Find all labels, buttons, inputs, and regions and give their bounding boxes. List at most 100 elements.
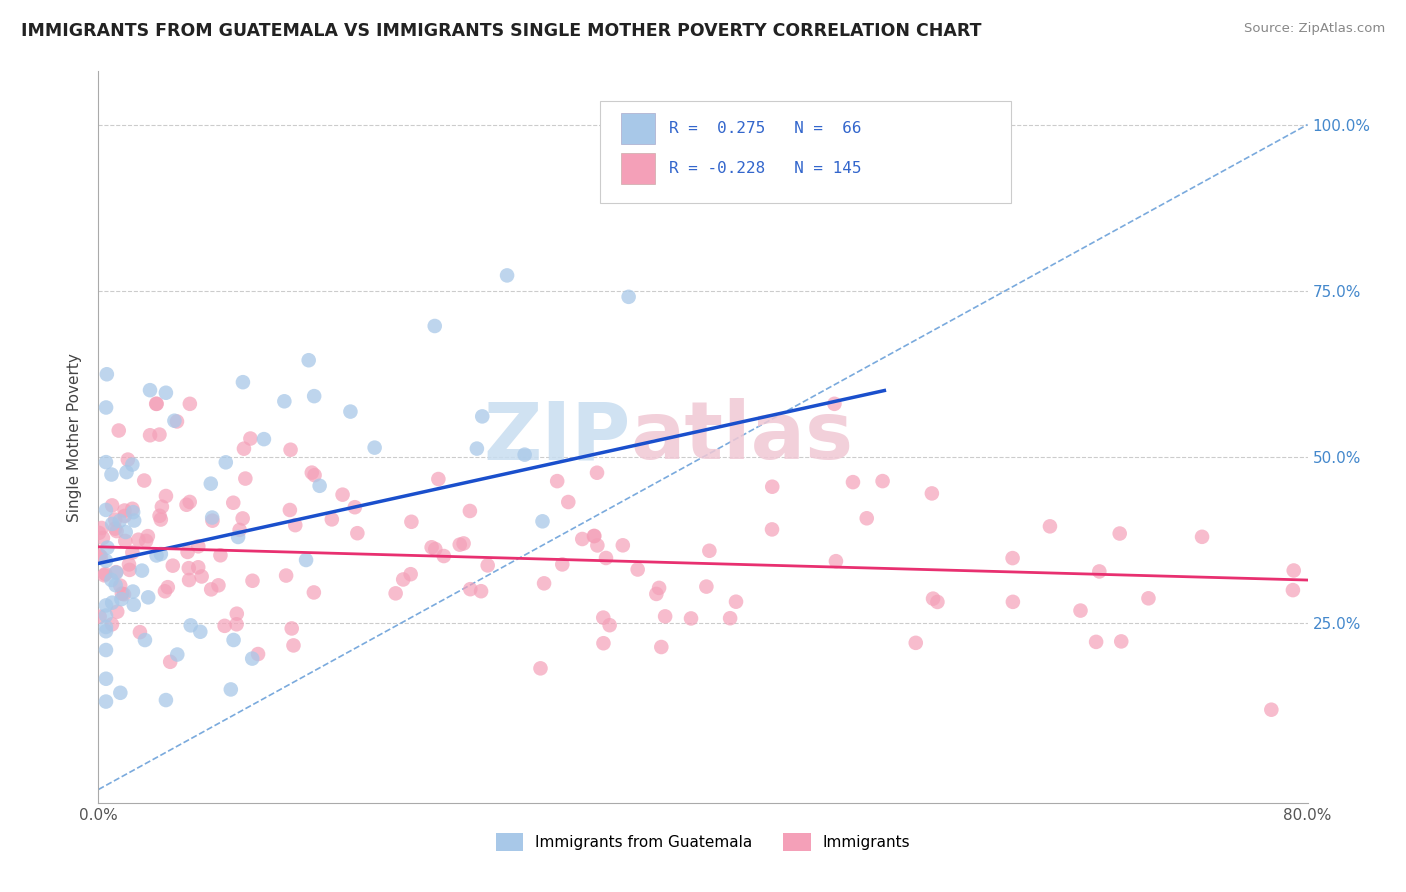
Point (104, 513, 127, 527)
Point (105, 566, 128, 580)
Point (855, 511, 877, 525)
Point (648, 581, 671, 595)
Point (200, 476, 222, 491)
Point (101, 499, 124, 513)
Point (332, 488, 354, 502)
Point (122, 505, 145, 519)
Point (533, 576, 555, 591)
Point (107, 424, 129, 438)
Point (222, 496, 245, 510)
Point (155, 489, 177, 503)
Point (904, 636, 927, 650)
Point (122, 584, 145, 599)
Point (823, 397, 845, 411)
Point (94, 608, 117, 623)
Point (384, 586, 406, 600)
Point (156, 580, 179, 594)
Point (599, 618, 621, 632)
Point (122, 514, 145, 528)
Text: R =  0.275   N =  66: R = 0.275 N = 66 (669, 121, 862, 136)
Point (226, 530, 249, 544)
Point (100, 467, 122, 482)
Point (179, 397, 201, 411)
Point (187, 539, 209, 553)
Point (94, 599, 117, 613)
Point (453, 536, 475, 550)
Point (101, 516, 124, 531)
Point (278, 503, 301, 517)
Point (1109, 634, 1132, 648)
Point (115, 465, 138, 479)
Point (586, 538, 609, 552)
Point (695, 580, 717, 594)
Point (242, 574, 264, 588)
Point (830, 137, 852, 152)
Point (233, 442, 256, 456)
Point (121, 501, 143, 516)
Point (91, 531, 114, 545)
Point (922, 591, 945, 606)
Point (273, 394, 295, 409)
Point (872, 474, 894, 488)
Point (110, 686, 132, 700)
Point (121, 458, 143, 472)
Point (612, 538, 634, 552)
Point (214, 619, 236, 633)
Point (219, 682, 242, 697)
Bar (621, 153, 655, 184)
Point (155, 385, 177, 400)
Point (1085, 635, 1108, 649)
Point (159, 655, 181, 669)
Point (94, 624, 117, 639)
Point (1001, 595, 1024, 609)
Text: ZIP: ZIP (484, 398, 630, 476)
Point (179, 495, 201, 509)
Point (699, 543, 721, 558)
Bar (621, 113, 655, 144)
Text: R = -0.228   N = 145: R = -0.228 N = 145 (669, 161, 862, 176)
Point (201, 510, 224, 524)
Point (209, 549, 232, 563)
Point (105, 565, 128, 579)
Point (145, 397, 167, 411)
Point (111, 587, 134, 601)
Point (627, 562, 650, 576)
Point (346, 526, 368, 541)
Point (1282, 564, 1305, 578)
Point (283, 639, 305, 653)
Point (136, 591, 159, 605)
Point (301, 466, 323, 480)
Point (94, 401, 117, 415)
Point (496, 268, 519, 283)
Point (247, 647, 270, 661)
Point (89, 609, 111, 624)
Point (302, 389, 325, 403)
Point (280, 442, 302, 457)
Point (104, 578, 127, 592)
Point (89, 549, 111, 563)
Point (557, 495, 579, 509)
Point (654, 609, 676, 624)
Point (110, 592, 132, 607)
Point (94, 643, 117, 657)
Point (145, 397, 167, 411)
Point (201, 514, 224, 528)
Point (1191, 530, 1213, 544)
Point (531, 514, 554, 528)
Point (134, 474, 156, 488)
Point (363, 441, 385, 455)
Point (94, 503, 117, 517)
Point (190, 569, 212, 583)
Point (546, 474, 568, 488)
Point (145, 549, 167, 563)
Point (1282, 583, 1305, 598)
Point (825, 554, 848, 568)
Text: Source: ZipAtlas.com: Source: ZipAtlas.com (1244, 22, 1385, 36)
Point (240, 651, 263, 665)
Point (176, 545, 198, 559)
Point (94, 566, 117, 581)
Point (471, 409, 494, 424)
Point (724, 595, 747, 609)
Point (645, 587, 668, 601)
Point (180, 618, 202, 632)
